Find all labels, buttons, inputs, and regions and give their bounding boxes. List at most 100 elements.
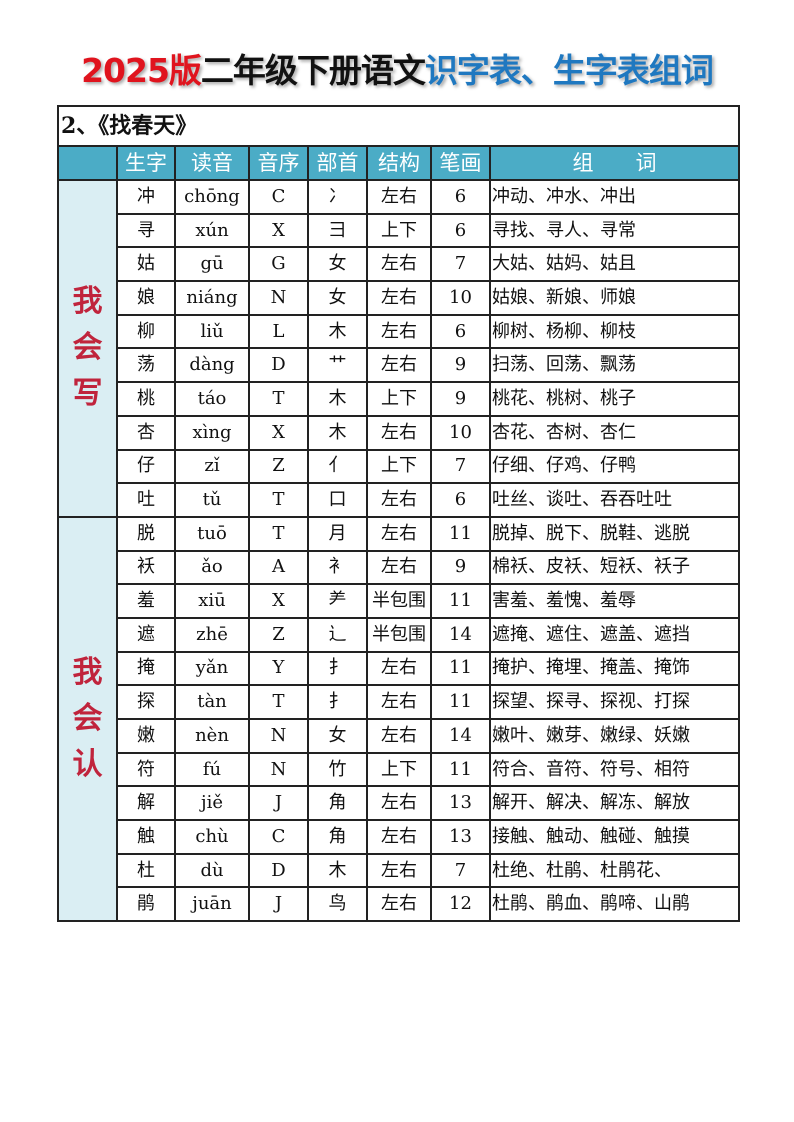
cell-pinyin: zǐ [174,448,250,485]
cell-strokes: 13 [430,819,491,855]
cell-pinyin: ǎo [174,549,250,586]
cell-pinyin: fú [174,751,250,788]
cell-char: 柳 [116,313,176,350]
cell-initial: X [248,583,309,619]
cell-words: 柳树、杨柳、柳枝 [488,313,741,350]
cell-pinyin: xiū [174,583,250,619]
cell-initial: T [248,482,309,518]
table-row: 羞 xiū X ⺶半包围 11 害羞、羞愧、羞辱 [58,583,741,619]
cell-structure: 左右 [366,819,432,855]
cell-words: 吐丝、谈吐、吞吞吐吐 [488,482,741,518]
cell-strokes: 11 [430,751,491,788]
table-row: 我会写冲 chōng C 冫左右 6 冲动、冲水、冲出 [57,179,741,518]
section-label: 我会写 [72,284,103,412]
table-row: 袄 ǎo A 衤左右 9 棉袄、皮袄、短袄、袄子 [58,549,741,586]
cell-initial: D [248,347,309,384]
cell-char: 遮 [116,616,176,653]
cell-pinyin: táo [174,381,250,417]
cell-words: 扫荡、回荡、飘荡 [488,347,741,384]
cell-radical: 女 [307,246,368,283]
cell-radical: 竹 [307,751,368,788]
cell-pinyin: niáng [174,280,250,316]
cell-char: 探 [116,684,176,720]
table-row: 嫩 nèn N 女左右 14 嫩叶、嫩芽、嫩绿、妖嫩 [58,718,741,754]
cell-radical: 辶 [307,616,368,653]
cell-char: 姑 [116,246,176,283]
cell-strokes: 6 [430,179,491,215]
cell-words: 接触、触动、触碰、触摸 [488,819,741,855]
column-header-words: 组 词 [488,145,741,181]
cell-char: 荡 [116,347,176,384]
cell-pinyin: tàn [174,684,250,720]
cell-pinyin: liǔ [174,313,250,350]
table-row: 姑 gū G 女左右 7 大姑、姑妈、姑且 [58,246,741,283]
cell-initial: Z [248,448,309,485]
cell-pinyin: chōng [174,179,250,215]
cell-words: 探望、探寻、探视、打探 [488,684,741,720]
header-row: 生字 读音 音序 部首 结构 笔画组 词 [57,145,741,181]
cell-char: 嫩 [116,718,176,754]
cell-words: 遮掩、遮住、遮盖、遮挡 [488,616,741,653]
cell-strokes: 9 [430,347,491,384]
cell-words: 杜鹃、鹃血、鹃啼、山鹃 [488,886,741,923]
cell-words: 掩护、掩埋、掩盖、掩饰 [488,650,741,687]
cell-char: 解 [116,785,176,822]
cell-pinyin: chù [174,819,250,855]
cell-structure: 左右 [366,482,432,518]
cell-pinyin: xún [174,212,250,249]
cell-words: 冲动、冲水、冲出 [488,179,741,215]
cell-strokes: 6 [430,212,491,249]
table-row: 桃 táo T 木上下 9 桃花、桃树、桃子 [58,381,741,417]
cell-pinyin: yǎn [174,650,250,687]
cell-structure: 左右 [366,852,432,889]
table-row: 娘 niáng N 女左右 10 姑娘、新娘、师娘 [58,280,741,316]
cell-radical: 艹 [307,347,368,384]
cell-words: 仔细、仔鸡、仔鸭 [488,448,741,485]
cell-initial: T [248,515,309,552]
title-grade: 二年级下册语文 [200,51,426,90]
cell-structure: 上下 [366,448,432,485]
cell-radical: 女 [307,718,368,754]
cell-pinyin: tǔ [174,482,250,518]
cell-pinyin: dù [174,852,250,889]
cell-char: 吐 [116,482,176,518]
column-header-strokes: 笔画 [430,145,491,181]
vocabulary-table: 2、《找春天》 生字 读音 音序 部首 结构 笔画组 词 我会写冲 chōng C 冫左右 6 冲动… [56,105,741,923]
table-row: 杜 dù D 木左右 7 杜绝、杜鹃、杜鹃花、 [58,852,741,889]
cell-strokes: 11 [430,515,491,552]
cell-initial: N [248,718,309,754]
cell-initial: C [248,179,309,215]
cell-structure: 左右 [366,886,432,923]
column-header-char: 生字 [116,145,176,181]
cell-pinyin: nèn [174,718,250,754]
cell-structure: 左右 [366,650,432,687]
cell-strokes: 14 [430,718,491,754]
cell-structure: 左右 [366,347,432,384]
cell-words: 解开、解决、解冻、解放 [488,785,741,822]
cell-radical: 冫 [307,179,368,215]
cell-strokes: 14 [430,616,491,653]
cell-pinyin: tuō [174,515,250,552]
cell-words: 棉袄、皮袄、短袄、袄子 [488,549,741,586]
table-row: 掩 yǎn Y 扌左右 11 掩护、掩埋、掩盖、掩饰 [58,650,741,687]
cell-char: 羞 [116,583,176,619]
cell-radical: 彐 [307,212,368,249]
cell-radical: 木 [307,852,368,889]
cell-initial: J [248,886,309,923]
cell-pinyin: gū [174,246,250,283]
cell-char: 仔 [116,448,176,485]
title-year: 2025版 [81,51,202,90]
column-header-radical: 部首 [307,145,368,181]
cell-words: 大姑、姑妈、姑且 [488,246,741,283]
cell-char: 杏 [116,414,176,451]
cell-initial: Y [248,650,309,687]
table-row: 荡 dàng D 艹左右 9 扫荡、回荡、飘荡 [58,347,741,384]
cell-strokes: 12 [430,886,491,923]
cell-strokes: 9 [430,381,491,417]
cell-radical: 扌 [307,684,368,720]
cell-strokes: 7 [430,852,491,889]
cell-structure: 左右 [366,179,432,215]
cell-initial: N [248,751,309,788]
cell-initial: X [248,212,309,249]
cell-strokes: 13 [430,785,491,822]
